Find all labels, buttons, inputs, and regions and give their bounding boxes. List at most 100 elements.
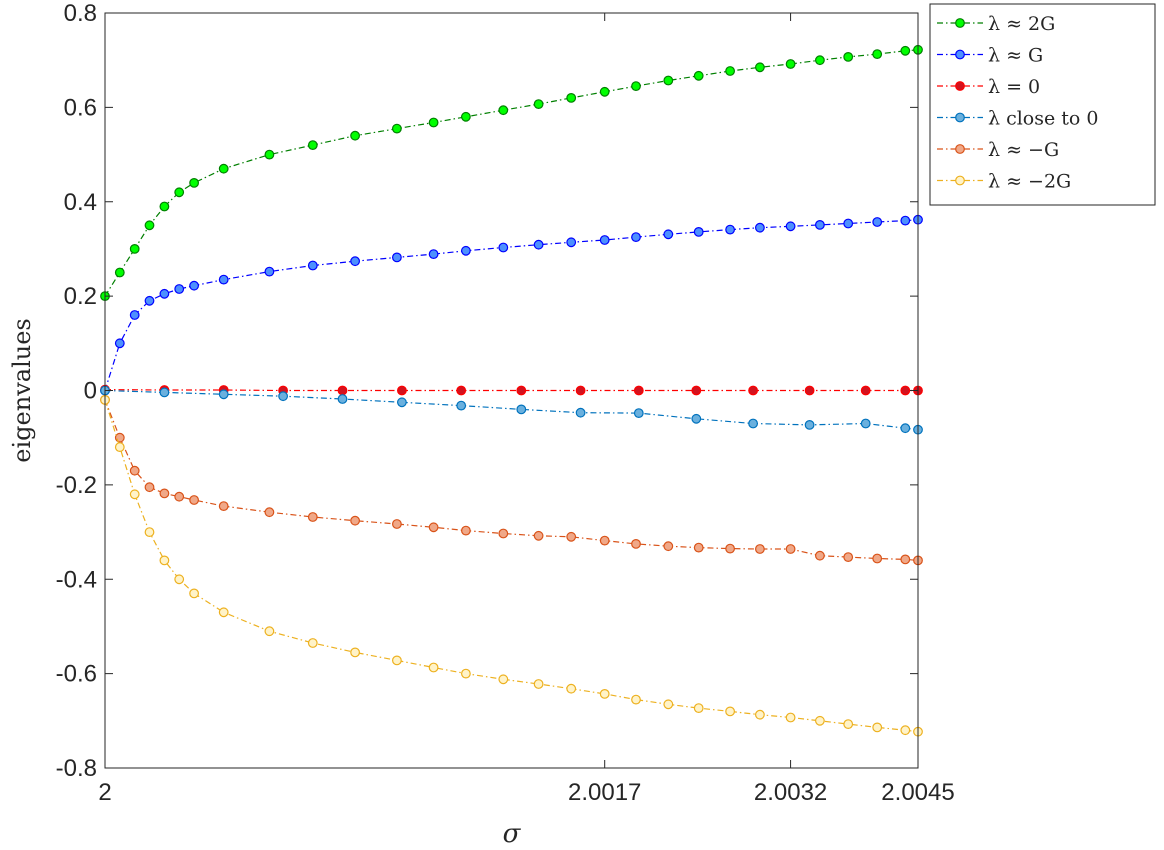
data-point — [129, 465, 140, 476]
data-point — [872, 49, 883, 59]
data-point — [516, 404, 527, 415]
data-point — [189, 280, 200, 291]
data-point — [159, 488, 170, 499]
data-point — [159, 387, 170, 398]
data-point — [159, 288, 170, 299]
series-line — [104, 399, 919, 733]
x-tick-label: 2.0045 — [881, 779, 954, 806]
data-point — [114, 338, 125, 349]
data-point — [725, 543, 735, 554]
y-tick-label: 0.8 — [64, 0, 97, 27]
series-line — [104, 389, 919, 431]
data-point — [533, 99, 544, 109]
data-point — [307, 140, 318, 151]
data-point — [174, 491, 185, 502]
data-point — [144, 482, 155, 493]
data-point — [189, 588, 200, 599]
legend-entry: λ ≈ 2G — [937, 13, 1055, 35]
series-1 — [100, 214, 923, 396]
data-point — [725, 66, 735, 76]
data-point — [174, 284, 185, 294]
data-point — [633, 385, 644, 396]
legend-entry: λ = 0 — [937, 76, 1040, 98]
data-point — [663, 229, 674, 240]
data-point — [631, 81, 641, 91]
legend: λ ≈ 2G λ ≈ G λ = 0 λ close to 0 λ ≈ −G λ ≈ −2… — [929, 3, 1156, 206]
data-point — [114, 432, 125, 443]
data-point — [428, 117, 439, 128]
data-point — [691, 413, 702, 424]
data-point — [218, 163, 229, 174]
data-point — [307, 638, 318, 648]
data-point — [900, 725, 911, 736]
legend-label: λ close to 0 — [988, 108, 1098, 130]
data-point — [129, 489, 140, 500]
legend-label: λ = 0 — [988, 76, 1040, 98]
data-point — [663, 75, 674, 86]
x-axis-label: σ — [503, 819, 522, 849]
y-tick-label: 0 — [84, 378, 97, 405]
data-point — [264, 626, 275, 637]
data-point — [337, 394, 348, 404]
y-axis-label: eigenvalues — [8, 318, 36, 462]
data-point — [599, 689, 610, 699]
series-line — [104, 49, 919, 297]
data-point — [307, 512, 318, 522]
data-point — [498, 528, 509, 539]
data-point — [785, 59, 796, 69]
data-point — [129, 310, 140, 320]
data-point — [129, 243, 140, 254]
legend-label: λ ≈ G — [988, 45, 1043, 67]
data-point — [804, 385, 815, 396]
axis-ticks: -0.8 -0.6 -0.4 -0.2 0 0.2 0.4 0.6 0.8 2 2.0017 2.00… — [56, 0, 955, 806]
series-4 — [100, 395, 923, 566]
data-point — [843, 552, 854, 562]
data-point — [174, 574, 185, 585]
data-point — [337, 385, 348, 396]
data-point — [114, 442, 125, 453]
y-tick-label: -0.8 — [56, 755, 97, 782]
data-point — [566, 531, 577, 542]
data-point — [815, 219, 825, 230]
data-point — [599, 235, 610, 245]
data-point — [693, 226, 704, 237]
series-line — [104, 389, 918, 392]
data-point — [350, 515, 361, 526]
data-point — [566, 92, 577, 103]
legend-entry: λ close to 0 — [937, 108, 1098, 130]
y-tick-label: -0.2 — [56, 472, 97, 499]
data-point — [264, 266, 275, 277]
data-point — [189, 495, 200, 505]
legend-marker — [955, 175, 965, 186]
data-point — [843, 719, 854, 729]
data-point — [264, 507, 275, 518]
legend-entry: λ ≈ −2G — [937, 171, 1071, 193]
data-point — [174, 187, 185, 198]
series-0 — [100, 44, 923, 302]
data-point — [516, 385, 527, 396]
data-point — [693, 70, 704, 81]
data-point — [663, 541, 674, 552]
data-point — [633, 408, 644, 419]
data-point — [860, 418, 871, 429]
data-point — [114, 267, 125, 278]
data-point — [189, 177, 200, 188]
data-point — [631, 232, 641, 243]
data-point — [785, 221, 796, 232]
data-point — [428, 522, 439, 533]
data-point — [461, 668, 471, 679]
data-point — [815, 715, 825, 726]
y-tick-label: 0.4 — [64, 189, 97, 216]
legend-label: λ ≈ −G — [988, 139, 1059, 161]
data-point — [843, 218, 854, 229]
data-point — [350, 647, 361, 658]
y-tick-label: 0.2 — [64, 283, 97, 310]
data-point — [498, 242, 509, 253]
data-point — [392, 655, 402, 666]
data-point — [872, 217, 883, 227]
data-point — [159, 201, 170, 212]
legend-marker — [955, 18, 965, 28]
series-line — [104, 219, 919, 391]
data-point — [218, 501, 229, 512]
